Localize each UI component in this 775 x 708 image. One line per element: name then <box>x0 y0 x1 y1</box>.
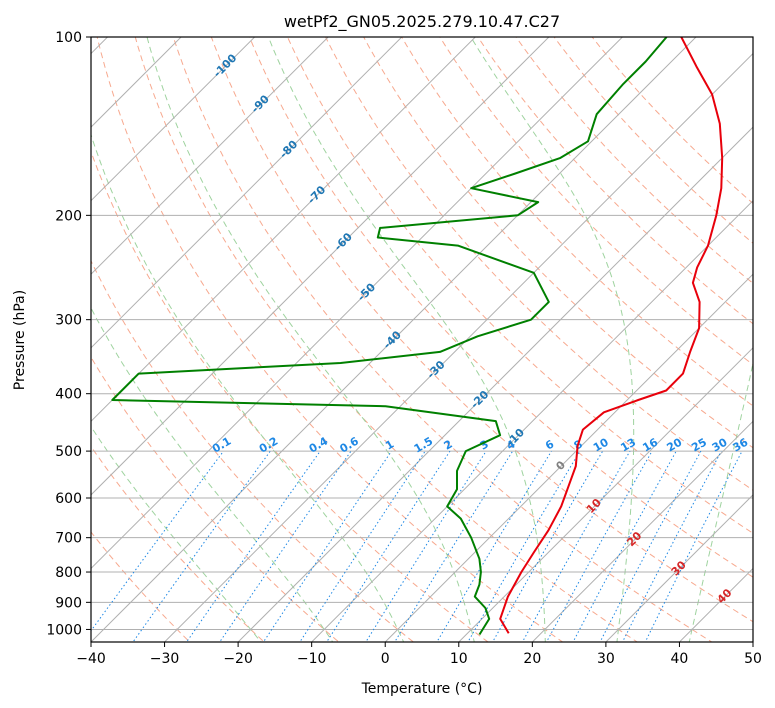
mixing-ratio-line <box>185 450 321 642</box>
moist-adiabat <box>146 37 475 642</box>
y-tick-label: 900 <box>55 595 82 611</box>
y-tick-label: 500 <box>55 444 82 460</box>
mixing-ratio-line <box>436 450 552 642</box>
mixing-ratio-line <box>644 450 743 642</box>
y-tick-label: 100 <box>55 30 82 46</box>
moist-adiabat <box>267 37 546 642</box>
dry-adiabat <box>172 37 713 642</box>
isotherm-line <box>91 37 477 423</box>
x-tick-label: 0 <box>381 651 390 667</box>
mixing-ratio-line <box>132 450 271 642</box>
isotherm-line <box>605 494 753 642</box>
mixing-ratio-line <box>492 450 604 642</box>
dry-adiabat <box>210 37 753 623</box>
isotherm-line <box>237 126 753 642</box>
x-tick-label: 40 <box>671 651 689 667</box>
y-tick-label: 800 <box>55 565 82 581</box>
dry-adiabat <box>439 37 753 366</box>
isotherm-line <box>384 273 753 642</box>
y-axis-label: Pressure (hPa) <box>12 290 28 390</box>
x-tick-label: 10 <box>450 651 468 667</box>
dry-adiabat <box>91 150 489 642</box>
mixing-ratio-line <box>299 450 426 642</box>
profile-lines <box>111 37 724 636</box>
y-tick-label: 700 <box>55 531 82 547</box>
isotherm-line <box>531 420 753 642</box>
dry-adiabats <box>91 37 753 642</box>
y-axis: 1000 900 800 700 600 500 400 300 200 100 <box>46 30 91 638</box>
y-tick-label: 300 <box>55 313 82 329</box>
x-axis-label: Temperature (°C) <box>361 681 483 697</box>
dry-adiabat <box>248 37 753 578</box>
chart-title: wetPf2_GN05.2025.279.10.47.C27 <box>284 12 560 32</box>
isotherm-line <box>91 37 403 349</box>
isotherm-line <box>91 37 550 496</box>
x-tick-label: −30 <box>150 651 180 667</box>
temperature-line <box>499 37 724 634</box>
y-tick-label: 400 <box>55 387 82 403</box>
isotherm-grid <box>91 37 753 642</box>
mixing-ratio-line <box>262 450 392 642</box>
moist-adiabat <box>91 307 334 642</box>
y-tick-label: 600 <box>55 491 82 507</box>
dry-adiabat <box>91 445 266 642</box>
isotherm-line <box>91 37 329 275</box>
mixing-ratio-line <box>219 450 352 642</box>
dry-adiabat <box>325 37 753 491</box>
x-tick-label: −20 <box>223 651 253 667</box>
x-tick-label: −40 <box>76 651 106 667</box>
dry-adiabat <box>286 37 753 534</box>
x-tick-label: 30 <box>597 651 615 667</box>
pressure-grid <box>91 37 753 630</box>
x-tick-label: 20 <box>523 651 541 667</box>
x-tick-label: −10 <box>297 651 327 667</box>
isotherm-line <box>91 37 624 570</box>
isotherm-line <box>91 37 256 202</box>
isotherm-line <box>458 347 753 642</box>
dewpoint-line <box>111 37 668 636</box>
dry-adiabat <box>477 37 753 325</box>
isotherm-line <box>310 199 753 642</box>
y-tick-label: 200 <box>55 208 82 224</box>
dry-adiabat <box>134 37 639 642</box>
y-tick-label: 1000 <box>46 622 82 638</box>
x-tick-label: 50 <box>744 651 762 667</box>
mixing-ratio-lines <box>91 450 743 642</box>
mixing-ratio-line <box>545 450 653 642</box>
mixing-ratio-line <box>467 450 581 642</box>
isotherm-line <box>91 37 697 642</box>
dry-adiabat <box>91 259 415 642</box>
isotherm-line <box>91 37 182 128</box>
moist-adiabat <box>470 37 635 642</box>
dry-adiabat <box>96 37 564 642</box>
plot-frame <box>90 36 754 643</box>
isotherm-line <box>163 52 753 642</box>
mixing-ratio-line <box>326 450 451 642</box>
x-axis: −40 −30 −20 −10 0 10 20 30 40 50 <box>76 642 762 667</box>
